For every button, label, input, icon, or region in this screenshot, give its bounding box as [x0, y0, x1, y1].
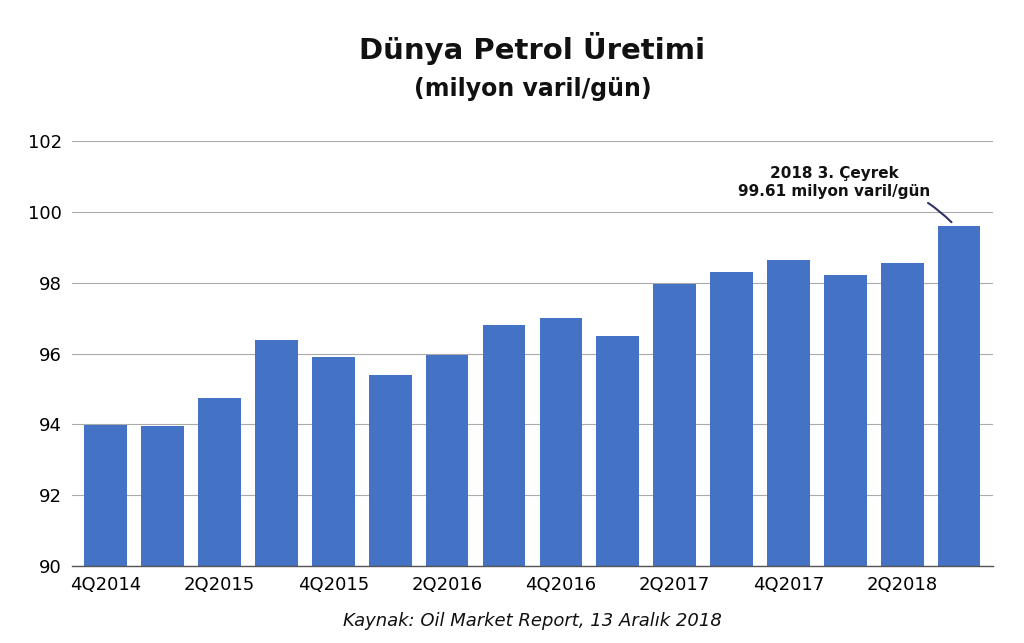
Bar — [767, 260, 810, 643]
Bar — [824, 275, 866, 643]
Bar — [369, 375, 412, 643]
Bar — [596, 336, 639, 643]
Bar — [881, 264, 924, 643]
Bar — [426, 355, 469, 643]
Text: Dünya Petrol Üretimi: Dünya Petrol Üretimi — [359, 32, 706, 65]
Bar — [141, 426, 184, 643]
Bar — [482, 325, 525, 643]
Bar — [199, 398, 241, 643]
Bar — [938, 226, 980, 643]
Bar — [84, 426, 127, 643]
Text: 2018 3. Çeyrek
99.61 milyon varil/gün: 2018 3. Çeyrek 99.61 milyon varil/gün — [738, 167, 951, 222]
Bar — [312, 358, 354, 643]
Bar — [653, 284, 696, 643]
Text: Kaynak: Oil Market Report, 13 Aralık 2018: Kaynak: Oil Market Report, 13 Aralık 201… — [343, 612, 722, 630]
Bar — [540, 318, 583, 643]
Bar — [711, 273, 753, 643]
Text: (milyon varil/gün): (milyon varil/gün) — [414, 77, 651, 101]
Bar — [255, 340, 298, 643]
